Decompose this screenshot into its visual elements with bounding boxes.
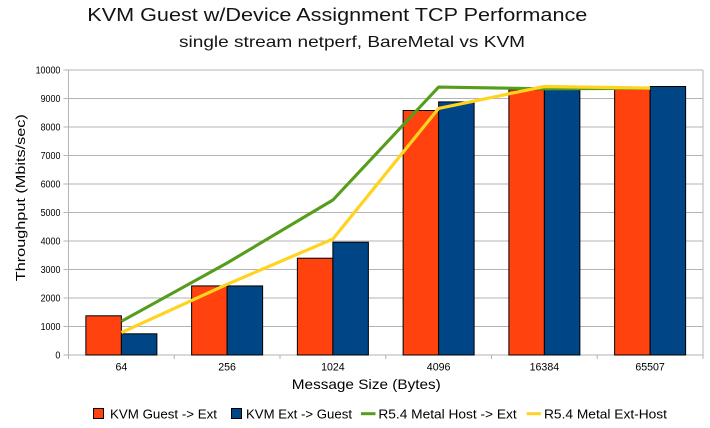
svg-text:KVM Guest -> Ext: KVM Guest -> Ext	[110, 407, 217, 422]
svg-text:9000: 9000	[41, 94, 61, 105]
svg-text:1024: 1024	[321, 362, 345, 374]
svg-text:8000: 8000	[41, 123, 61, 134]
svg-text:4000: 4000	[41, 237, 61, 248]
svg-text:16384: 16384	[530, 362, 560, 374]
svg-text:Throughput (Mbits/sec): Throughput (Mbits/sec)	[13, 114, 28, 281]
svg-text:4096: 4096	[427, 362, 451, 374]
svg-text:KVM Guest w/Device Assignment: KVM Guest w/Device Assignment TCP Perfor…	[87, 5, 587, 25]
svg-text:10000: 10000	[36, 66, 61, 77]
svg-text:single stream netperf, BareMet: single stream netperf, BareMetal vs KVM	[179, 34, 525, 51]
svg-text:Message Size (Bytes): Message Size (Bytes)	[292, 376, 441, 392]
svg-text:3000: 3000	[41, 265, 61, 276]
svg-text:65507: 65507	[635, 362, 665, 374]
svg-text:KVM Ext -> Guest: KVM Ext -> Guest	[246, 407, 352, 422]
svg-text:256: 256	[218, 362, 236, 374]
svg-text:5000: 5000	[41, 208, 61, 219]
svg-text:2000: 2000	[41, 294, 61, 305]
svg-text:R5.4 Metal Host -> Ext: R5.4 Metal Host -> Ext	[378, 407, 517, 422]
svg-text:0: 0	[55, 351, 61, 362]
svg-text:6000: 6000	[41, 180, 61, 191]
svg-text:R5.4 Metal Ext-Host: R5.4 Metal Ext-Host	[544, 407, 667, 422]
svg-text:64: 64	[116, 362, 128, 374]
svg-text:7000: 7000	[41, 151, 61, 162]
svg-text:1000: 1000	[41, 322, 61, 333]
